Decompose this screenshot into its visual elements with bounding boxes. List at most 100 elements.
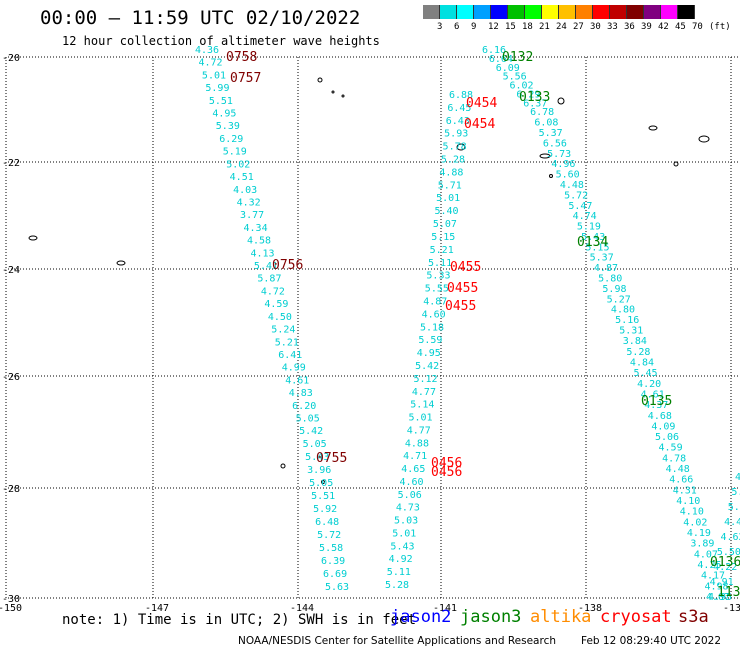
island-outline bbox=[341, 94, 345, 98]
swh-scale-swatch bbox=[508, 5, 525, 19]
swh-value-label: 4.80 bbox=[611, 305, 635, 316]
swh-scale-swatch bbox=[440, 5, 457, 19]
lat-label: -28 bbox=[2, 484, 20, 495]
swh-value-label: 5.15 bbox=[431, 232, 455, 243]
swh-value-label: 5.19 bbox=[223, 147, 247, 158]
credit-text: NOAA/NESDIS Center for Satellite Applica… bbox=[238, 635, 556, 647]
swh-value-label: 5.06 bbox=[398, 490, 422, 501]
swh-scale-label: 33 bbox=[607, 22, 618, 32]
swh-value-label: 5.01 bbox=[436, 193, 460, 204]
island-outline bbox=[116, 260, 126, 266]
swh-value-label: 6.20 bbox=[292, 401, 316, 412]
swh-scale-label: 18 bbox=[522, 22, 533, 32]
swh-scale-label: 9 bbox=[471, 22, 477, 32]
swh-value-label: 5.41 bbox=[254, 261, 278, 272]
swh-value-label: 5.78 bbox=[443, 142, 467, 153]
swh-value-label: 6.09 bbox=[496, 63, 520, 74]
island-outline bbox=[539, 153, 551, 159]
map-grid: -20 -22 -24 -26 -28 -30-150 -147 -144 -141 -138 -1… bbox=[0, 53, 740, 614]
swh-value-label: 5.03 bbox=[394, 516, 418, 527]
swh-scale-swatch bbox=[593, 5, 610, 19]
swh-value-label: 5.11 bbox=[428, 258, 452, 269]
swh-value-label: 4.61 bbox=[641, 389, 665, 400]
island-outline bbox=[698, 135, 710, 143]
swh-value-label: 4.61 bbox=[285, 375, 309, 386]
swh-value-label: 4.98 bbox=[704, 581, 728, 592]
swh-value-label: 4.36 bbox=[195, 45, 219, 56]
swh-value-label: 4.65 bbox=[401, 464, 425, 475]
swh-scale-label: 12 bbox=[488, 22, 499, 32]
swh-scale-swatch bbox=[661, 5, 678, 19]
swh-value-label: 4.09 bbox=[651, 421, 675, 432]
swh-value-label: 4.73 bbox=[396, 503, 420, 514]
swh-value-label: 5.73 bbox=[547, 149, 571, 160]
swh-value-label: 4.84 bbox=[630, 358, 654, 369]
swh-value-label: 6.48 bbox=[315, 517, 339, 528]
swh-value-label: 5.11 bbox=[387, 567, 411, 578]
time-0455c: 0455 bbox=[445, 299, 476, 314]
swh-scale-label: 30 bbox=[590, 22, 601, 32]
swh-value-label: 3.84 bbox=[623, 336, 647, 347]
swh-value-label: 6.78 bbox=[530, 107, 554, 118]
swh-value-label: 5.12 bbox=[414, 374, 438, 385]
swh-scale-label: 27 bbox=[573, 22, 584, 32]
swh-scale-swatch bbox=[457, 5, 474, 19]
legend-jason2: jason2 bbox=[390, 607, 452, 627]
swh-value-label: 6.69 bbox=[323, 569, 347, 580]
time-0756: 0756 bbox=[272, 258, 303, 273]
swh-scale-label: 6 bbox=[454, 22, 460, 32]
swh-value-label: 5.14 bbox=[410, 400, 434, 411]
time-labels-layer: 0758 0757 0756 0755 0454 0454 0455 0455 0455 0456… bbox=[226, 50, 740, 600]
swh-value-label: 4.34 bbox=[244, 223, 268, 234]
swh-value-label: 4.77 bbox=[412, 387, 436, 398]
swh-scale-labels: 3 6 9 12 15 18 21 24 27 30 33 36 39 42 45 70 (ft) bbox=[423, 22, 740, 36]
swh-value-label: 4.59 bbox=[659, 443, 683, 454]
swh-value-label: 5.01 bbox=[409, 413, 433, 424]
swh-value-label: 5.15 bbox=[585, 242, 609, 253]
swh-scale-swatch bbox=[559, 5, 576, 19]
swh-value-label: 6.29 bbox=[219, 134, 243, 145]
swh-value-label: 4.48 bbox=[666, 464, 690, 475]
swh-value-label: 5.42 bbox=[415, 361, 439, 372]
time-0133: 0133 bbox=[519, 90, 550, 105]
time-0755: 0755 bbox=[316, 451, 347, 466]
swh-value-label: 5.87 bbox=[257, 274, 281, 285]
lat-label: -22 bbox=[2, 158, 20, 169]
island-outline bbox=[549, 174, 553, 178]
lon-label: -141 bbox=[433, 603, 457, 614]
island-outline bbox=[321, 480, 325, 484]
island-outline bbox=[317, 77, 323, 83]
swh-value-label: 4.03 bbox=[233, 185, 257, 196]
swh-value-label: 5.80 bbox=[598, 274, 622, 285]
swh-value-label: 5.37 bbox=[590, 253, 614, 264]
swh-scale-label: 39 bbox=[641, 22, 652, 32]
swh-scale-swatch bbox=[576, 5, 593, 19]
swh-value-label: 4.58 bbox=[247, 236, 271, 247]
swh-value-label: 5.92 bbox=[313, 504, 337, 515]
swh-value-label: 6.45 bbox=[447, 103, 471, 114]
swh-value-label: 4.95 bbox=[212, 109, 236, 120]
swh-value-label: 4.95 bbox=[417, 348, 441, 359]
swh-value-label: 4.66 bbox=[669, 475, 693, 486]
lon-label: -135 bbox=[723, 603, 740, 614]
swh-value-label: 4.87 bbox=[423, 296, 447, 307]
swh-value-label: 4.37 bbox=[644, 400, 668, 411]
swh-value-label: 4.74 bbox=[573, 211, 597, 222]
swh-scale-swatch bbox=[474, 5, 491, 19]
swh-value-label: 4.07 bbox=[706, 592, 730, 603]
swh-value-label: 5.02 bbox=[226, 159, 250, 170]
time-0455a: 0455 bbox=[450, 260, 481, 275]
time-0136: 0136 bbox=[710, 555, 740, 570]
swh-value-label: 3.96 bbox=[307, 465, 331, 476]
swh-value-label: 6.64 bbox=[489, 54, 513, 65]
tracks-layer: 4.364.725.015.995.514.955.396.295.195.02… bbox=[195, 45, 740, 603]
swh-value-label: 5.16 bbox=[615, 315, 639, 326]
swh-scale-swatch bbox=[423, 5, 440, 19]
swh-value-label: 5.40 bbox=[434, 206, 458, 217]
map-title: 00:00 – 11:59 UTC 02/10/2022 bbox=[40, 7, 361, 29]
swh-value-label: 5.43 bbox=[390, 541, 414, 552]
swh-value-label: 4.72 bbox=[261, 286, 285, 297]
legend-cryosat: cryosat bbox=[600, 607, 672, 627]
swh-value-label: 5.72 bbox=[317, 530, 341, 541]
